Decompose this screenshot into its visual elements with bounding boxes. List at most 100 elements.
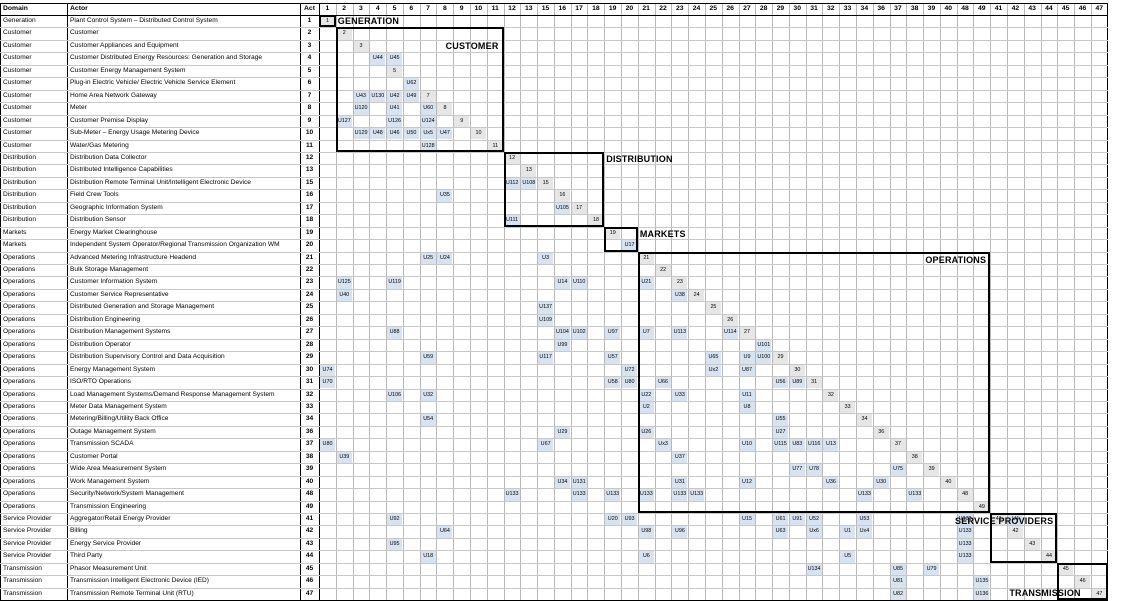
diagonal-cell: 30 (789, 364, 805, 377)
interface-cell: U75 (890, 464, 906, 476)
row-domain: Distribution (3, 178, 36, 186)
row-actor: Third Party (70, 552, 103, 560)
domain-group-box (319, 15, 336, 28)
diagonal-cell: 49 (974, 501, 990, 513)
interface-cell: U60 (420, 103, 436, 115)
column-header: 16 (558, 5, 567, 12)
interface-cell: U11 (739, 389, 755, 401)
interface-cell: U33 (672, 389, 688, 401)
grid-line (0, 513, 1108, 514)
row-actor: Sub-Meter – Energy Usage Metering Device (70, 129, 200, 137)
interface-cell: U44 (370, 53, 386, 65)
grid-line (0, 500, 1108, 502)
interface-cell: U88 (387, 327, 403, 339)
column-header: 21 (642, 5, 650, 12)
diagonal-cell: 36 (873, 426, 889, 439)
row-actor: Customer Energy Management System (70, 66, 186, 74)
row-domain: Service Provider (3, 539, 52, 547)
grid-line (0, 251, 1108, 253)
row-act: 25 (305, 303, 314, 311)
row-act: 48 (305, 490, 314, 498)
row-domain: Transmission (3, 564, 42, 572)
row-act: 7 (307, 91, 312, 99)
interface-cell: U15 (739, 514, 755, 526)
interface-cell: U61 (773, 514, 789, 526)
row-act: 19 (305, 228, 314, 236)
interface-cell: U50 (403, 128, 419, 140)
column-header: 47 (1095, 5, 1104, 12)
row-domain: Operations (3, 502, 36, 510)
grid-line (0, 363, 1108, 365)
row-domain: Operations (3, 266, 36, 273)
row-domain: Operations (3, 340, 36, 348)
diagonal-cell: 32 (823, 389, 839, 401)
grid-line (0, 288, 1108, 290)
grid-line (0, 15, 1108, 16)
row-domain: Operations (3, 440, 36, 448)
column-header: 17 (575, 5, 583, 12)
row-act: 37 (305, 440, 314, 448)
row-act: 34 (305, 415, 314, 423)
grid-line (0, 164, 1108, 166)
interface-cell: U57 (605, 352, 621, 364)
column-header: 31 (810, 5, 818, 12)
grid-line (0, 264, 1108, 265)
row-actor: Security/Network/System Management (70, 490, 184, 498)
diagonal-cell: 11 (487, 140, 503, 152)
diagonal-cell: 3 (353, 40, 369, 53)
interface-cell: U136 (974, 588, 990, 601)
diagonal-cell: 2 (336, 28, 352, 40)
interface-cell: U100 (756, 352, 772, 364)
column-header: 1 (325, 5, 330, 12)
grid-line (0, 313, 1108, 315)
interface-cell: U22 (638, 389, 654, 401)
row-actor: Meter (70, 104, 87, 112)
diagonal-cell: 22 (655, 265, 671, 277)
row-domain: Operations (3, 427, 36, 435)
diagonal-cell: 13 (521, 165, 537, 177)
column-header: 41 (994, 5, 1003, 12)
interface-cell: U79 (924, 563, 940, 576)
row-domain: Customer (3, 104, 32, 112)
row-domain: Operations (3, 315, 36, 323)
row-domain: Service Provider (3, 515, 52, 522)
interface-cell: U49 (403, 90, 419, 103)
diagonal-cell: 12 (504, 152, 520, 165)
interface-cell: U14 (554, 277, 570, 289)
diagonal-cell: 26 (722, 314, 738, 327)
interface-cell: U101 (756, 339, 772, 352)
interface-cell: U58 (605, 377, 621, 389)
grid-line (0, 475, 1108, 477)
row-domain: Customer (3, 141, 32, 149)
interface-cell: U109 (538, 314, 554, 327)
interface-cell: U21 (638, 277, 654, 289)
row-actor: Distribution Supervisory Control and Dat… (70, 353, 225, 361)
interface-cell: U130 (370, 90, 386, 103)
row-act: 21 (305, 253, 314, 261)
row-domain: Service Provider (3, 552, 52, 560)
row-act: 31 (305, 378, 314, 386)
interface-cell: Ux6 (806, 526, 822, 538)
column-header: 30 (793, 5, 801, 12)
interface-cell: U36 (823, 476, 839, 489)
row-act: 16 (305, 191, 314, 199)
row-domain: Operations (3, 477, 36, 485)
grid-line (0, 39, 1108, 41)
grid-line (0, 3, 1108, 4)
row-act: 1 (307, 17, 312, 24)
diagonal-cell: 10 (471, 128, 487, 140)
interface-cell: U46 (387, 128, 403, 140)
row-act: 4 (307, 54, 312, 62)
diagonal-cell: 29 (773, 352, 789, 364)
interface-cell: U74 (320, 364, 335, 377)
grid-line (0, 301, 1108, 303)
interface-cell: U64 (437, 526, 453, 538)
column-header: 27 (743, 5, 751, 12)
interface-cell: U125 (336, 277, 352, 289)
domain-group-label: SERVICE PROVIDERS (955, 516, 1054, 526)
interface-cell: U97 (605, 327, 621, 339)
interface-cell: Ux3 (655, 439, 671, 451)
interface-cell: Ux4 (856, 526, 872, 538)
domain-group-label: OPERATIONS (925, 254, 987, 265)
interface-cell: U52 (806, 514, 822, 526)
